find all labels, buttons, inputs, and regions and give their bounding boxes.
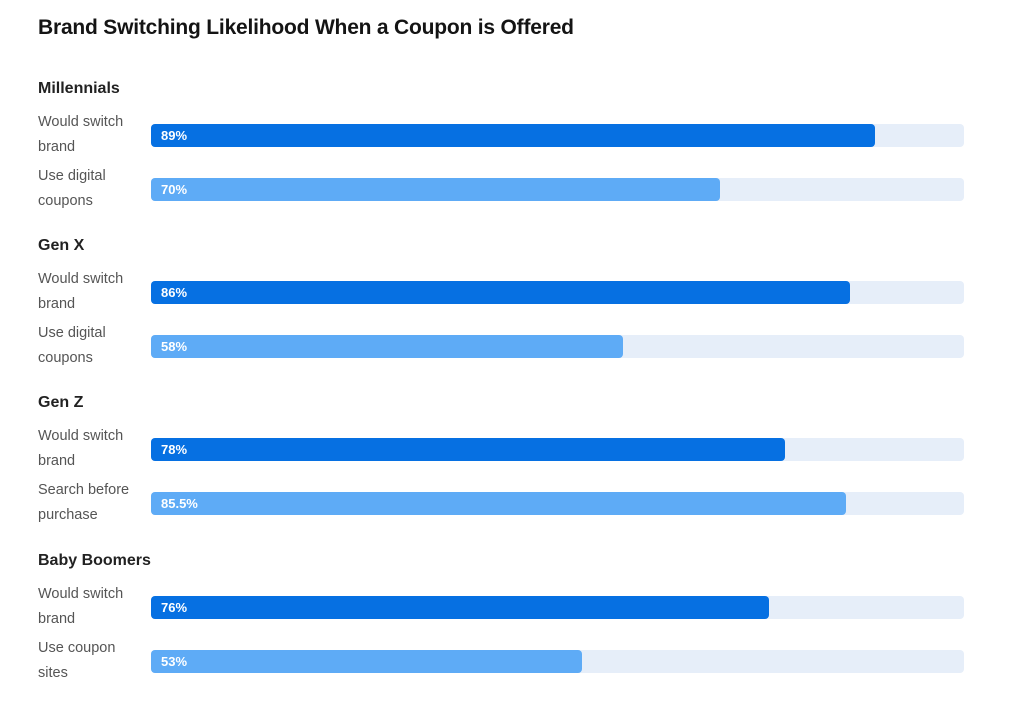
bar-label: Use digital coupons [38,168,106,209]
bar-fill: 86% [151,281,851,304]
bar-fill: 76% [151,596,769,619]
bar-label: Use coupon sites [38,640,116,681]
bar-label: Use digital coupons [38,325,106,366]
group-title: Gen X [38,237,85,254]
bar-value-label: 70% [161,182,188,197]
bar-label: Would switch brand [38,271,124,312]
bar-fill: 85.5% [151,492,847,515]
bar-value-label: 76% [161,600,188,615]
bar-fill: 53% [151,650,582,673]
bar-fill: 89% [151,124,875,147]
group-title: Millennials [38,80,120,97]
bar-track: 85.5% [151,492,964,515]
bar-label: Would switch brand [38,586,124,627]
bar-value-label: 85.5% [161,496,198,511]
bar-fill: 78% [151,438,786,461]
bar-track: 78% [151,438,964,461]
bar-fill: 70% [151,178,721,201]
bar-track: 86% [151,281,964,304]
bar-label: Would switch brand [38,114,124,155]
bar-label: Would switch brand [38,428,124,469]
bar-track: 76% [151,596,964,619]
bar-track: 58% [151,335,964,358]
bar-value-label: 78% [161,442,188,457]
bar-track: 53% [151,650,964,673]
group-title: Baby Boomers [38,552,151,569]
group-title: Gen Z [38,394,84,411]
bar-value-label: 53% [161,654,188,669]
chart-title: Brand Switching Likelihood When a Coupon… [38,16,574,39]
bar-track: 89% [151,124,964,147]
bar-value-label: 86% [161,285,188,300]
bar-fill: 58% [151,335,623,358]
bar-label: Search before purchase [38,482,130,523]
bar-value-label: 58% [161,339,188,354]
bar-value-label: 89% [161,128,188,143]
bar-track: 70% [151,178,964,201]
